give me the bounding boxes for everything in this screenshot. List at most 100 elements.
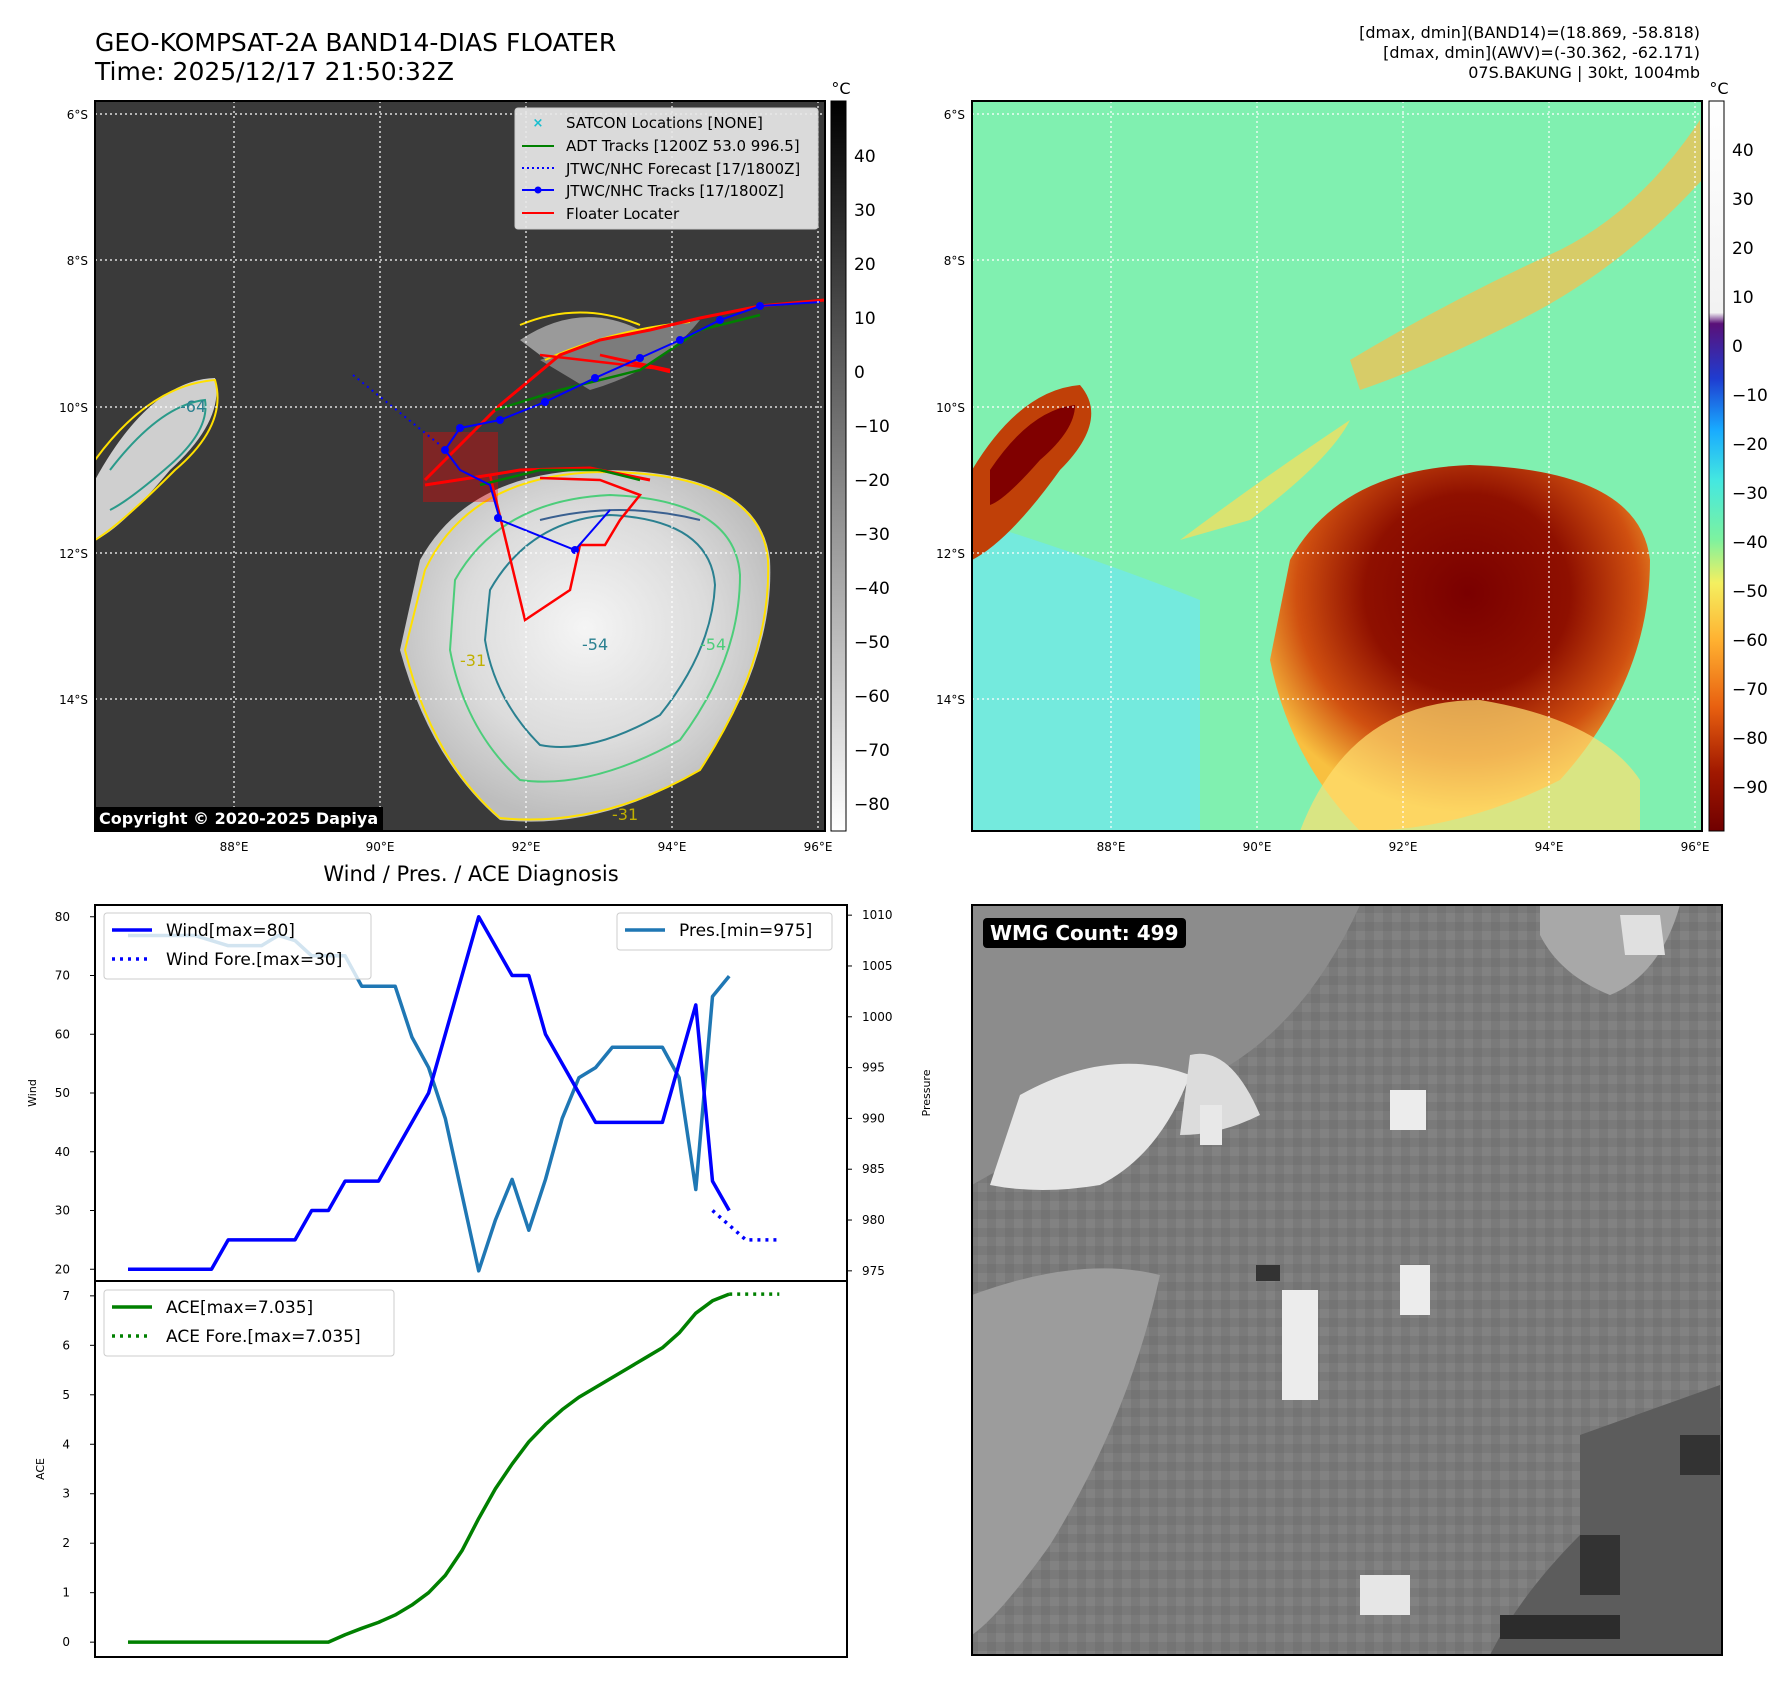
ace-legend: ACE[max=7.035] ACE Fore.[max=7.035] xyxy=(103,1289,395,1357)
pressure-axis-label: Pressure xyxy=(920,1069,933,1116)
adt-track xyxy=(494,313,761,412)
info-line-awv: [dmax, dmin](AWV)=(-30.362, -62.171) xyxy=(1383,43,1700,62)
svg-text:40: 40 xyxy=(1732,141,1754,161)
svg-text:40: 40 xyxy=(854,147,876,167)
legend-floater: Floater Locater xyxy=(566,205,680,223)
wmg-frame xyxy=(971,904,1723,1656)
wind-tick-label: 80 xyxy=(55,910,70,924)
wmg-dark-region xyxy=(1490,1385,1722,1655)
svg-text:14°S: 14°S xyxy=(59,693,88,707)
ir-cloud-main xyxy=(400,470,771,822)
jtwc-forecast-track xyxy=(352,374,441,446)
svg-text:−40: −40 xyxy=(1732,533,1768,553)
pressure-tick-label: 975 xyxy=(862,1264,885,1278)
pressure-tick-label: 1005 xyxy=(862,959,893,973)
wind-tick-label: 20 xyxy=(55,1262,70,1276)
svg-text:8°S: 8°S xyxy=(944,254,965,268)
svg-text:10°S: 10°S xyxy=(936,401,965,415)
svg-text:−60: −60 xyxy=(854,687,890,707)
svg-text:6°S: 6°S xyxy=(944,108,965,122)
pressure-tick-label: 990 xyxy=(862,1111,885,1125)
svg-text:30: 30 xyxy=(854,201,876,221)
legend-jtwc-forecast: JTWC/NHC Forecast [17/1800Z] xyxy=(565,160,800,178)
floater-locater-track xyxy=(423,298,825,482)
svg-text:0: 0 xyxy=(1732,337,1743,357)
pressure-legend: Pres.[min=975] xyxy=(616,912,833,951)
svg-text:−80: −80 xyxy=(854,795,890,815)
wind-forecast-line xyxy=(711,1209,780,1242)
ir-map-frame xyxy=(94,100,826,832)
contour-label: -54 xyxy=(582,635,608,654)
contour-main-green xyxy=(448,493,742,783)
svg-text:10°S: 10°S xyxy=(59,401,88,415)
wind-axis-label: Wind xyxy=(26,1079,39,1107)
svg-text:96°E: 96°E xyxy=(804,840,833,854)
svg-text:−50: −50 xyxy=(1732,582,1768,602)
info-line-storm: 07S.BAKUNG | 30kt, 1004mb xyxy=(1468,63,1700,82)
svg-text:−80: −80 xyxy=(1732,729,1768,749)
ace-axis-label: ACE xyxy=(34,1458,47,1480)
legend-ace-forecast: ACE Fore.[max=7.035] xyxy=(166,1327,361,1347)
awv-colorbar-unit: °C xyxy=(1709,79,1728,98)
title-line-time: Time: 2025/12/17 21:50:32Z xyxy=(95,57,454,86)
svg-text:−90: −90 xyxy=(1732,778,1768,798)
legend-satcon: SATCON Locations [NONE] xyxy=(566,114,763,132)
svg-text:−70: −70 xyxy=(1732,680,1768,700)
svg-text:10: 10 xyxy=(1732,288,1754,308)
svg-text:90°E: 90°E xyxy=(1243,840,1272,854)
ir-lon-labels: 88°E 90°E 92°E 94°E 96°E xyxy=(220,840,833,854)
ace-tick-label: 3 xyxy=(62,1487,70,1501)
wind-tick-label: 60 xyxy=(55,1027,70,1041)
ir-map-legend: × SATCON Locations [NONE] ADT Tracks [12… xyxy=(514,107,819,230)
svg-text:12°S: 12°S xyxy=(59,547,88,561)
legend-adt: ADT Tracks [1200Z 53.0 996.5] xyxy=(566,137,800,155)
ir-lat-labels: 6°S 8°S 10°S 12°S 14°S xyxy=(59,108,88,707)
svg-text:0: 0 xyxy=(854,363,865,383)
svg-text:−70: −70 xyxy=(854,741,890,761)
ace-tick-label: 1 xyxy=(62,1586,70,1600)
pressure-line xyxy=(128,933,731,1273)
wmg-panel xyxy=(971,904,1723,1656)
svg-text:−20: −20 xyxy=(854,471,890,491)
svg-text:−30: −30 xyxy=(854,525,890,545)
ace-line xyxy=(128,1292,730,1644)
jtwc-track-points xyxy=(441,302,764,554)
svg-text:20: 20 xyxy=(854,255,876,275)
svg-text:88°E: 88°E xyxy=(1097,840,1126,854)
ace-tick-label: 0 xyxy=(62,1635,70,1649)
contour-main-teal xyxy=(483,513,717,748)
pressure-tick-label: 1000 xyxy=(862,1010,893,1024)
awv-lat-labels: 6°S 8°S 10°S 12°S 14°S xyxy=(936,108,965,707)
svg-text:94°E: 94°E xyxy=(1535,840,1564,854)
svg-text:14°S: 14°S xyxy=(936,693,965,707)
wmg-count-badge: WMG Count: 499 xyxy=(983,918,1186,948)
svg-text:−60: −60 xyxy=(1732,631,1768,651)
pressure-tick-label: 980 xyxy=(862,1213,885,1227)
ir-map-panel: -64 -31 -31 -54 -54 × SATCON Locations [… xyxy=(59,79,1768,854)
svg-text:−40: −40 xyxy=(854,579,890,599)
diagnosis-chart: Wind Pressure ACE 2030405060708097598098… xyxy=(26,904,933,1658)
figure-title: GEO-KOMPSAT-2A BAND14-DIAS FLOATER Time:… xyxy=(95,28,616,86)
contour-label: -64 xyxy=(180,397,206,416)
wmg-bright-streak xyxy=(1282,1290,1318,1400)
figure-info: [dmax, dmin](BAND14)=(18.869, -58.818) [… xyxy=(1359,23,1700,83)
contour-label: -31 xyxy=(612,805,638,824)
ace-tick-label: 2 xyxy=(62,1536,70,1550)
ir-colorbar xyxy=(830,100,847,832)
svg-text:12°S: 12°S xyxy=(936,547,965,561)
awv-map-gridlines xyxy=(972,101,1702,831)
ace-tick-label: 4 xyxy=(62,1437,70,1451)
svg-text:−10: −10 xyxy=(854,417,890,437)
copyright-badge: Copyright © 2020-2025 Dapiya xyxy=(94,807,384,830)
contour-label: -54 xyxy=(700,635,726,654)
contour-main-yellow xyxy=(403,470,770,821)
wind-tick-label: 50 xyxy=(55,1086,70,1100)
legend-ace: ACE[max=7.035] xyxy=(166,1298,313,1318)
ace-axes xyxy=(94,1280,848,1658)
ir-colorbar-ticks: 40 30 20 10 0 −10 −20 −30 −40 −50 −60 −7… xyxy=(854,147,890,815)
svg-text:−50: −50 xyxy=(854,633,890,653)
svg-text:−30: −30 xyxy=(1732,484,1768,504)
contour-label: -31 xyxy=(460,651,486,670)
legend-pressure: Pres.[min=975] xyxy=(679,921,812,941)
legend-jtwc-tracks: JTWC/NHC Tracks [17/1800Z] xyxy=(565,182,784,200)
